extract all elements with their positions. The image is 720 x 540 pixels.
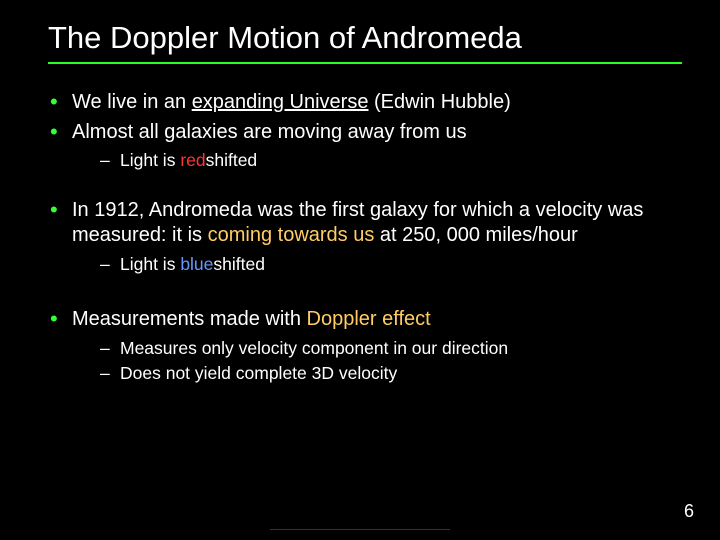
bullet-list: In 1912, Andromeda was the first galaxy … <box>48 198 682 276</box>
page-number: 6 <box>684 501 694 522</box>
spacer <box>48 176 682 198</box>
text: shifted <box>213 254 265 274</box>
slide: The Doppler Motion of Andromeda We live … <box>0 0 720 540</box>
bullet-list: We live in an expanding Universe (Edwin … <box>48 90 682 172</box>
sub-item: Does not yield complete 3D velocity <box>100 362 682 384</box>
divider <box>270 529 450 530</box>
red-text: red <box>180 150 205 170</box>
bullet-item: Almost all galaxies are moving away from… <box>48 120 682 172</box>
text: Measurements made with <box>72 308 307 330</box>
text: Light is <box>120 150 180 170</box>
sub-item: Measures only velocity component in our … <box>100 337 682 359</box>
bullet-item: We live in an expanding Universe (Edwin … <box>48 90 682 116</box>
text: We live in an <box>72 91 192 113</box>
text: Almost all galaxies are moving away from… <box>72 121 467 143</box>
text: shifted <box>206 150 258 170</box>
text: Does not yield complete 3D velocity <box>120 363 397 383</box>
orange-text: Doppler effect <box>307 308 431 330</box>
bullet-item: Measurements made with Doppler effect Me… <box>48 307 682 384</box>
spacer <box>48 279 682 307</box>
text: (Edwin Hubble) <box>368 91 510 113</box>
sub-list: Light is redshifted <box>72 149 682 171</box>
blue-text: blue <box>180 254 213 274</box>
bullet-item: In 1912, Andromeda was the first galaxy … <box>48 198 682 276</box>
sub-item: Light is redshifted <box>100 149 682 171</box>
text: Light is <box>120 254 180 274</box>
sub-list: Light is blueshifted <box>72 253 682 275</box>
underlined-text: expanding Universe <box>192 91 369 113</box>
sub-list: Measures only velocity component in our … <box>72 337 682 385</box>
slide-content: We live in an expanding Universe (Edwin … <box>48 90 682 385</box>
text: at 250, 000 miles/hour <box>374 224 577 246</box>
sub-item: Light is blueshifted <box>100 253 682 275</box>
text: Measures only velocity component in our … <box>120 338 508 358</box>
bullet-list: Measurements made with Doppler effect Me… <box>48 307 682 384</box>
orange-text: coming towards us <box>208 224 375 246</box>
slide-title: The Doppler Motion of Andromeda <box>48 20 682 64</box>
